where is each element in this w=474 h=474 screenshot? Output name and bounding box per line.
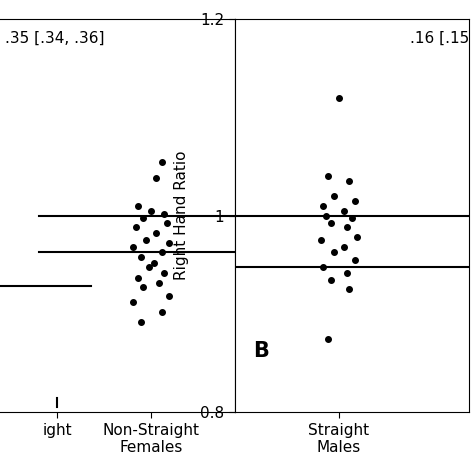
Point	[134, 274, 142, 282]
Point	[327, 276, 335, 283]
Point	[346, 286, 353, 293]
Point	[137, 318, 145, 326]
Point	[319, 263, 327, 271]
Point	[340, 243, 348, 251]
Point	[158, 248, 165, 256]
Point	[153, 229, 160, 237]
Point	[139, 214, 147, 221]
Point	[330, 248, 337, 256]
Point	[351, 197, 358, 205]
Point	[335, 94, 343, 101]
Point	[134, 202, 142, 210]
Point	[351, 256, 358, 264]
Point	[325, 173, 332, 180]
Point	[166, 292, 173, 300]
Point	[346, 177, 353, 185]
Point	[142, 237, 150, 244]
Text: .16 [.15: .16 [.15	[410, 31, 469, 46]
Point	[330, 192, 337, 200]
Text: .35 [.34, .36]: .35 [.34, .36]	[5, 31, 104, 46]
Point	[343, 269, 350, 276]
Point	[158, 308, 165, 316]
Point	[163, 219, 171, 227]
Point	[319, 202, 327, 210]
Point	[150, 259, 157, 267]
Text: B: B	[254, 341, 269, 361]
Point	[129, 243, 137, 251]
Point	[139, 283, 147, 291]
Point	[343, 224, 350, 231]
Point	[147, 207, 155, 215]
Point	[129, 299, 137, 306]
Point	[166, 239, 173, 247]
Point	[153, 174, 160, 182]
Point	[145, 263, 152, 271]
Point	[325, 335, 332, 342]
Point	[317, 237, 324, 244]
Point	[160, 210, 168, 218]
Point	[160, 269, 168, 276]
Point	[327, 219, 335, 227]
Point	[353, 234, 361, 241]
Point	[158, 158, 165, 165]
Point	[340, 207, 348, 215]
Point	[348, 214, 356, 221]
Point	[155, 279, 163, 286]
Point	[322, 212, 329, 219]
Point	[132, 224, 139, 231]
Y-axis label: Right Hand Ratio: Right Hand Ratio	[174, 151, 189, 281]
Point	[137, 253, 145, 261]
